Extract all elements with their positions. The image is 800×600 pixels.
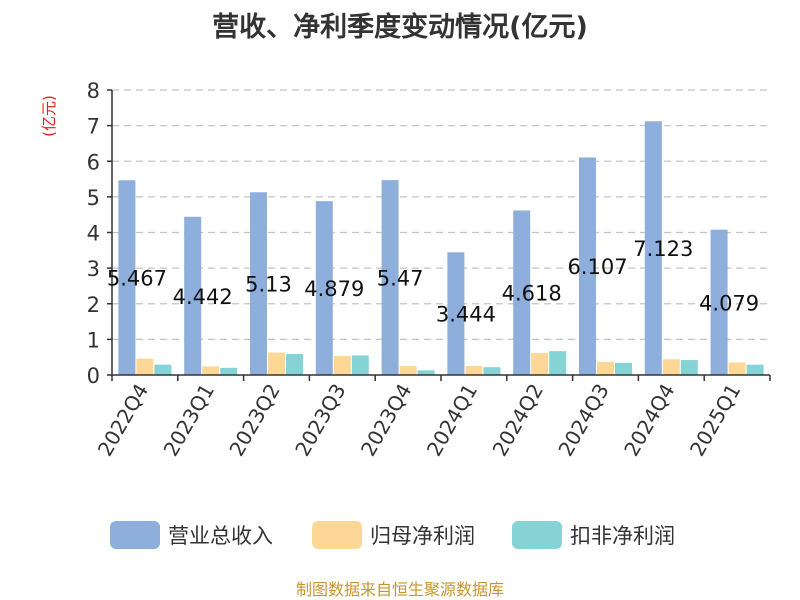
bar-deducted-net-profit [746, 364, 764, 375]
bar-revenue [644, 121, 662, 375]
x-tick-label: 2024Q3 [553, 380, 613, 461]
bar-net-profit [662, 359, 680, 375]
x-tick-label: 2023Q1 [159, 380, 219, 461]
bar-deducted-net-profit [483, 367, 501, 375]
legend-swatch [110, 521, 160, 549]
legend-label: 扣非净利润 [570, 524, 675, 548]
bar-deducted-net-profit [351, 355, 369, 375]
bar-revenue [579, 157, 596, 375]
bar-net-profit [465, 366, 483, 375]
y-tick-label: 6 [87, 150, 100, 174]
bar-revenue [184, 216, 202, 375]
y-tick-label: 7 [87, 115, 100, 139]
bar-deducted-net-profit [154, 364, 172, 375]
bar-revenue [118, 180, 136, 375]
revenue-data-label: 4.618 [502, 282, 562, 306]
bar-net-profit [399, 366, 417, 375]
y-tick-label: 5 [87, 186, 100, 210]
chart-title: 营收、净利季度变动情况(亿元) [212, 11, 588, 43]
revenue-data-label: 4.079 [699, 291, 759, 315]
x-tick-label: 2023Q3 [290, 380, 350, 461]
x-tick-label: 2025Q1 [685, 380, 745, 461]
y-tick-label: 2 [87, 293, 100, 317]
x-tick-label: 2024Q4 [619, 380, 679, 461]
bar-net-profit [136, 358, 154, 375]
bar-deducted-net-profit [286, 353, 303, 375]
legend-swatch [512, 521, 562, 549]
bar-deducted-net-profit [615, 362, 632, 375]
y-tick-label: 1 [87, 328, 100, 352]
bar-revenue [513, 210, 531, 375]
legend-label: 归母净利润 [370, 524, 475, 548]
x-tick-label: 2023Q2 [224, 380, 284, 461]
x-tick-label: 2022Q4 [93, 380, 153, 461]
y-tick-label: 8 [87, 79, 100, 103]
source-note: 制图数据来自恒生聚源数据库 [296, 580, 504, 599]
bar-revenue [315, 201, 333, 375]
legend: 营业总收入 归母净利润 扣非净利润 [110, 521, 675, 549]
revenue-data-label: 3.444 [436, 303, 496, 327]
bar-net-profit [268, 352, 285, 375]
x-tick-label: 2024Q2 [488, 380, 548, 461]
bar-revenue [381, 180, 399, 375]
y-tick-labels: 0 1 2 3 4 5 6 7 8 [87, 79, 100, 388]
bar-net-profit [531, 352, 549, 375]
bar-deducted-net-profit [680, 360, 698, 375]
bar-net-profit [597, 361, 614, 375]
bar-net-profit [333, 356, 351, 375]
bar-revenue [710, 229, 728, 375]
revenue-data-label: 5.47 [377, 267, 424, 291]
x-tick-label: 2024Q1 [422, 380, 482, 461]
bar-deducted-net-profit [220, 367, 238, 375]
revenue-data-label: 5.13 [245, 273, 292, 297]
revenue-data-label: 6.107 [567, 255, 627, 279]
bar-revenue [447, 252, 465, 375]
legend-label: 营业总收入 [168, 524, 273, 548]
x-tick-label: 2023Q4 [356, 380, 416, 461]
revenue-data-label: 4.879 [304, 277, 364, 301]
axes [107, 89, 771, 381]
bar-deducted-net-profit [417, 370, 435, 375]
y-tick-label: 3 [87, 257, 100, 281]
revenue-data-label: 5.467 [107, 267, 167, 291]
bars [118, 121, 764, 375]
x-tick-labels: 2022Q4 2023Q1 2023Q2 2023Q3 2023Q4 2024Q1 2024… [93, 380, 746, 461]
revenue-data-label: 7.123 [633, 237, 693, 261]
revenue-data-label: 4.442 [173, 285, 233, 309]
legend-swatch [312, 521, 362, 549]
y-axis-unit: (亿元) [40, 95, 58, 137]
bar-deducted-net-profit [549, 351, 567, 375]
bar-net-profit [202, 366, 220, 375]
y-tick-label: 0 [87, 364, 100, 388]
bar-net-profit [728, 362, 746, 375]
gridlines [112, 89, 770, 340]
bar-revenue [250, 192, 267, 375]
y-tick-label: 4 [87, 222, 100, 246]
